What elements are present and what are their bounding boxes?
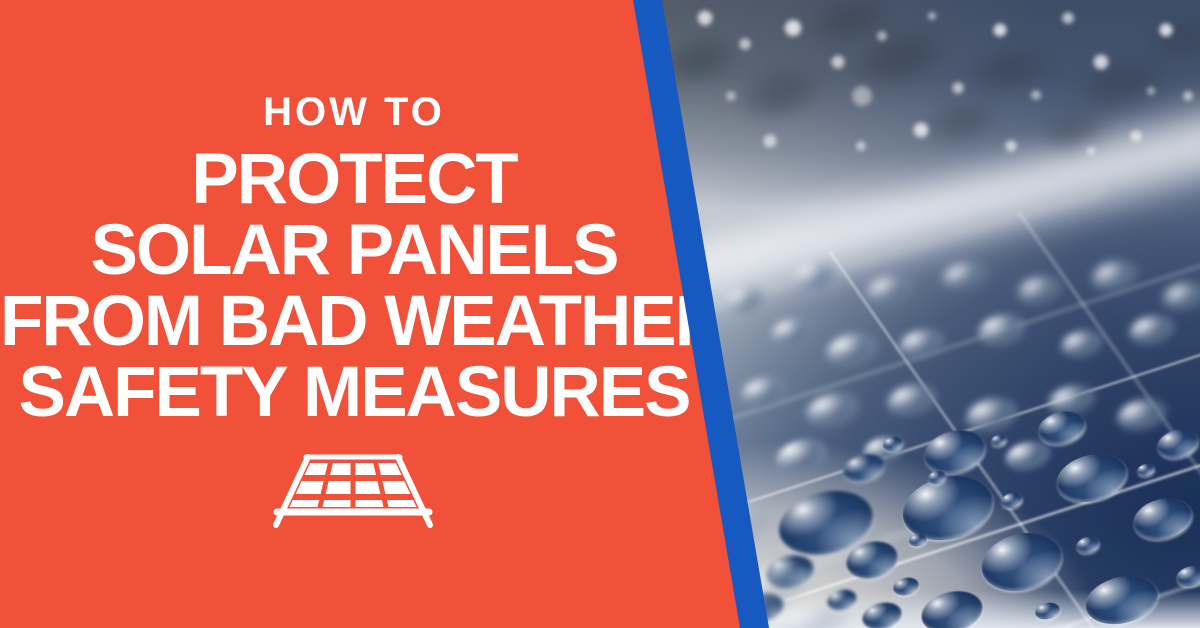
droplet [822,328,882,372]
droplet [735,63,825,127]
title-line-2: SOLAR PANELS [90,211,620,290]
droplet [1126,310,1178,350]
droplet [1032,600,1062,622]
droplet [975,309,1029,351]
droplet [1146,13,1200,67]
droplet [891,574,921,598]
bokeh-dot [1182,90,1194,102]
droplet [907,532,929,548]
title-line-4: SAFETY MEASURES [18,353,692,432]
droplet [989,432,1009,448]
bokeh-dot [1146,86,1156,96]
droplet [975,524,1069,600]
droplet [917,585,987,628]
bokeh-dot [1158,22,1174,38]
title-block: HOW TO PROTECT SOLAR PANELS FROM BAD WEA… [0,90,746,432]
bokeh-dot [1129,129,1143,143]
droplet [939,257,991,295]
droplet [1015,272,1065,308]
solar-panel-icon [273,454,433,528]
bokeh-dot [912,121,930,139]
droplet [1129,492,1197,546]
title: PROTECT SOLAR PANELS FROM BAD WEATHER: S… [0,140,746,432]
droplet [1058,326,1106,362]
droplet [919,424,991,480]
droplet [999,490,1025,510]
bokeh-dot [696,9,714,27]
droplet [738,372,790,412]
bokeh-dot [1030,89,1042,101]
bokeh-dot [1092,53,1110,71]
droplet [1135,462,1157,478]
droplet [863,270,917,310]
droplet [1160,278,1200,314]
droplet [859,598,905,628]
bokeh-dot [876,30,888,42]
droplet [1051,446,1133,510]
kicker-text: HOW TO [263,90,445,134]
bokeh-dot [1061,11,1075,25]
title-line-3: FROM BAD WEATHER: [0,282,746,361]
droplet [1089,256,1141,296]
bokeh-dot [1086,146,1096,156]
droplet [1080,568,1164,628]
droplet [884,379,940,421]
bokeh-dot [927,11,937,21]
droplet [923,96,1001,148]
droplet [802,387,864,433]
droplet [772,434,832,478]
bokeh-dot [830,54,846,70]
bokeh-dot [850,84,874,108]
bokeh-dot [1004,139,1018,153]
droplet [1154,425,1200,463]
bokeh-dot [855,140,867,152]
bokeh-dot [951,81,965,95]
bokeh-dot [725,90,737,102]
droplet [1114,394,1170,436]
title-line-1: PROTECT [191,140,518,219]
droplet [768,314,816,350]
bokeh-dot [738,37,752,51]
bokeh-dot [783,18,803,38]
bokeh-dot [992,22,1008,38]
droplet [1074,534,1102,556]
bokeh-dot [762,133,778,149]
